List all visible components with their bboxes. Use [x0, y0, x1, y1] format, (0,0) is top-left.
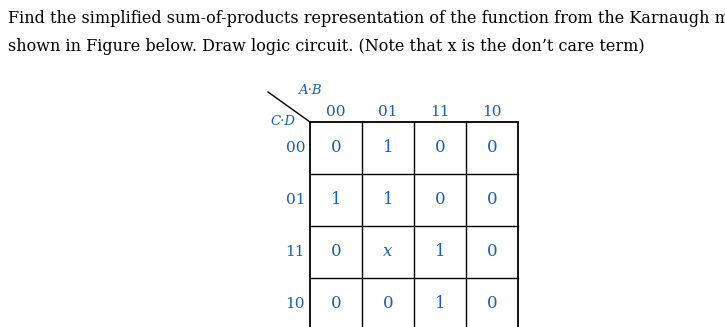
Text: 0: 0 — [486, 296, 497, 313]
Text: 01: 01 — [378, 105, 398, 118]
Text: C·D: C·D — [270, 115, 295, 129]
Text: 0: 0 — [486, 244, 497, 261]
Text: shown in Figure below. Draw logic circuit. (Note that x is the don’t care term): shown in Figure below. Draw logic circui… — [8, 38, 645, 55]
Text: 00: 00 — [286, 141, 305, 155]
Text: 0: 0 — [331, 296, 341, 313]
Text: 1: 1 — [435, 244, 445, 261]
Text: 1: 1 — [331, 192, 341, 209]
Text: Find the simplified sum-of-products representation of the function from the Karn: Find the simplified sum-of-products repr… — [8, 10, 725, 27]
Text: 0: 0 — [383, 296, 393, 313]
Text: 00: 00 — [326, 105, 346, 118]
Text: x: x — [384, 244, 393, 261]
Text: 1: 1 — [383, 192, 393, 209]
Text: 11: 11 — [430, 105, 450, 118]
Text: 0: 0 — [435, 192, 445, 209]
Text: 10: 10 — [286, 297, 305, 311]
Text: 1: 1 — [435, 296, 445, 313]
Text: 01: 01 — [286, 193, 305, 207]
Text: 0: 0 — [486, 192, 497, 209]
Text: 0: 0 — [435, 140, 445, 157]
Text: A·B: A·B — [298, 84, 322, 97]
Text: 10: 10 — [482, 105, 502, 118]
Text: 11: 11 — [286, 245, 305, 259]
Text: 0: 0 — [331, 140, 341, 157]
Bar — [310, 122, 518, 327]
Text: 1: 1 — [383, 140, 393, 157]
Text: 0: 0 — [486, 140, 497, 157]
Text: 0: 0 — [331, 244, 341, 261]
